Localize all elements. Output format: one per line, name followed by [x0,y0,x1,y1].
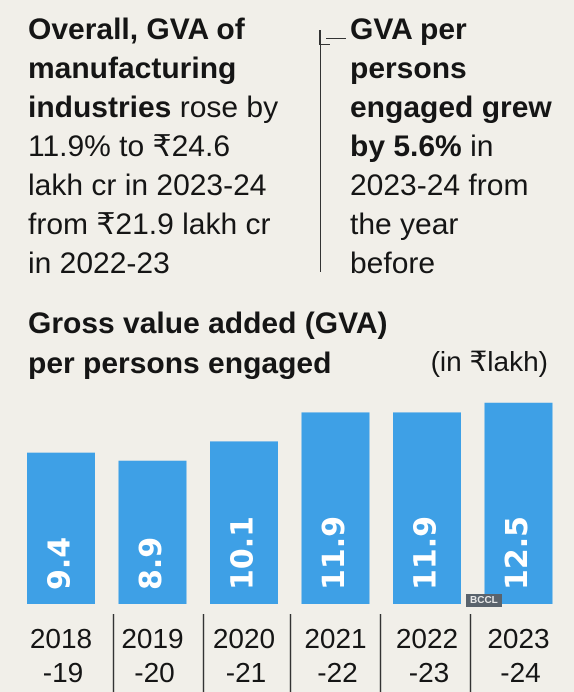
chart-title-line: Gross value added (GVA) [28,307,388,340]
summary-line: in 2022-23 [28,247,170,280]
summary-line: industries rose by [28,88,318,127]
summary-line: GVA per [350,13,467,46]
bar-value-label: 8.9 [134,537,169,590]
summary-line: engaged grew [350,91,552,124]
credit-badge: BCCL [466,594,502,607]
x-tick-label: 2021 [304,623,366,654]
x-tick-label: 2020 [213,623,275,654]
chart-title: Gross value added (GVA) per persons enga… [28,304,408,384]
unit-label: (in ₹lakh) [430,346,548,377]
summary-line: 11.9% to ₹24.6 [28,130,231,163]
gva-per-person-text: GVA per persons engaged grew by 5.6% in … [350,10,570,283]
summary-line: the year [350,208,459,241]
gva-summary-text: Overall, GVA of manufacturing industries… [28,10,318,283]
bar-value-label: 10.1 [226,516,261,590]
x-tick-label: -19 [43,657,83,688]
bar-value-label: 11.9 [409,516,444,590]
summary-emphasis: industries [28,91,172,124]
bar-value-label: 11.9 [317,516,352,590]
x-tick-label: 2023 [487,623,549,654]
x-tick-label: -24 [500,657,540,688]
summary-line: lakh cr in 2023-24 [28,169,267,202]
bar-2021-22 [301,412,370,604]
x-tick-label: 2019 [121,623,183,654]
summary-text: in [461,130,494,163]
summary-text: rose by [171,91,279,124]
bar-value-label: 12.5 [500,516,535,590]
bar-2020-21 [210,441,278,604]
x-tick-label: 2018 [30,623,92,654]
x-tick-label: -21 [226,657,266,688]
summary-emphasis: by 5.6% [350,130,462,163]
x-tick-label: -22 [317,657,357,688]
summary-line: 2023-24 from [350,169,529,202]
x-tick-label: -20 [134,657,174,688]
summary-line: persons [350,52,467,85]
bar-2022-23 [393,412,461,604]
bar-2023-24 [484,402,553,604]
x-tick-label: 2022 [396,623,458,654]
summary-line: before [350,247,436,280]
panel-divider [319,30,346,272]
chart-title-line: per persons engaged [28,347,332,380]
bar-chart: 9.42018-198.92019-2010.12020-2111.92021-… [27,402,553,692]
summary-line: manufacturing [28,52,237,85]
x-tick-label: -23 [409,657,449,688]
bar-value-label: 9.4 [43,537,78,590]
summary-line: from ₹21.9 lakh cr [28,208,271,241]
bar-2019-20 [118,460,187,604]
summary-line: by 5.6% in [350,127,570,166]
bar-2018-19 [27,452,95,604]
summary-line: Overall, GVA of [28,13,245,46]
